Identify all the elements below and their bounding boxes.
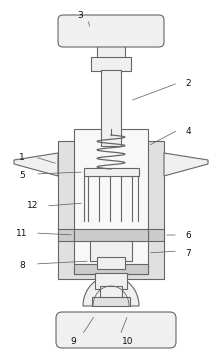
Bar: [58, 141, 164, 279]
Bar: [58, 229, 74, 241]
Text: 12: 12: [27, 201, 39, 210]
FancyBboxPatch shape: [58, 15, 164, 47]
Bar: [92, 297, 130, 306]
Bar: [74, 229, 148, 241]
Text: 5: 5: [19, 170, 25, 179]
Text: 8: 8: [19, 261, 25, 270]
Text: 10: 10: [122, 336, 134, 345]
Text: 4: 4: [185, 127, 191, 136]
Bar: [74, 264, 148, 274]
Bar: [97, 41, 125, 58]
Bar: [74, 129, 148, 274]
Text: 9: 9: [70, 336, 76, 345]
Polygon shape: [14, 153, 58, 176]
Text: 2: 2: [185, 78, 191, 87]
Text: 6: 6: [185, 231, 191, 239]
Bar: [84, 168, 139, 176]
Bar: [148, 229, 164, 241]
Bar: [101, 70, 121, 146]
Bar: [90, 241, 132, 261]
Text: 1: 1: [19, 152, 25, 161]
Text: 7: 7: [185, 248, 191, 257]
Bar: [91, 57, 131, 71]
Bar: [100, 286, 122, 298]
Bar: [95, 273, 127, 289]
Text: 3: 3: [77, 12, 83, 21]
Polygon shape: [164, 153, 208, 176]
Polygon shape: [83, 276, 139, 306]
FancyBboxPatch shape: [56, 312, 176, 348]
Text: 11: 11: [16, 229, 28, 238]
Bar: [97, 257, 125, 269]
